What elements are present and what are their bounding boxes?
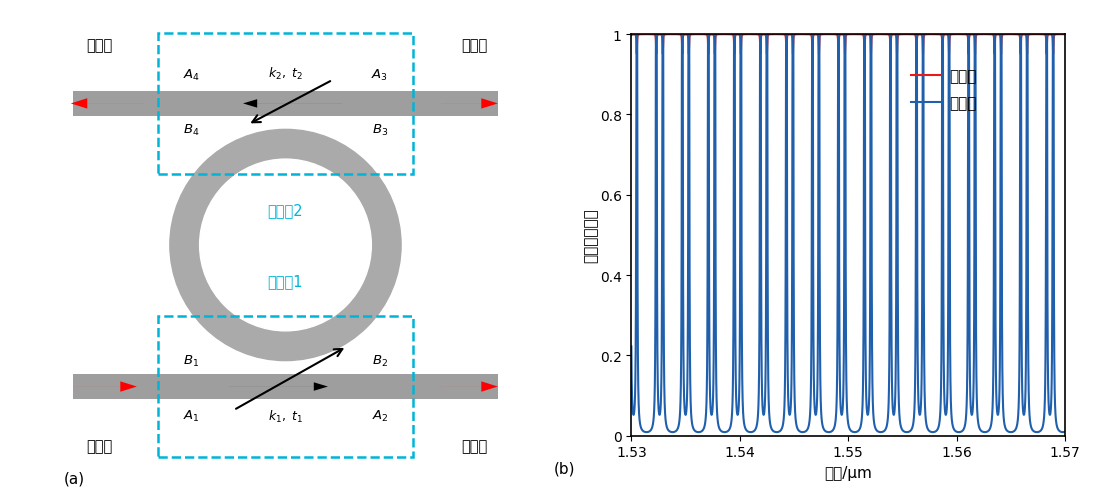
直通端 [732,33,746,39]
下载端 [1030,429,1043,435]
Text: 下载端: 下载端 [86,38,112,53]
下载端 [1058,429,1072,435]
Text: $B_3$: $B_3$ [372,123,388,138]
直通端 [625,33,638,39]
下载端 [935,194,949,200]
FancyArrow shape [243,100,343,108]
下载端 [1056,429,1069,435]
Legend: 直通端, 下载端: 直通端, 下载端 [905,63,983,117]
直通端 [1030,32,1043,38]
直通端 [1058,32,1072,38]
直通端 [830,33,843,39]
Text: 直通端: 直通端 [461,438,488,453]
Text: (b): (b) [553,461,574,476]
FancyArrow shape [74,382,137,392]
Text: 耦合区1: 耦合区1 [268,274,303,288]
Text: $B_4$: $B_4$ [183,123,200,138]
Text: $A_1$: $A_1$ [182,408,200,423]
Text: $B_2$: $B_2$ [372,353,388,368]
下载端 [887,412,900,418]
FancyArrow shape [441,99,497,109]
直通端 [904,32,917,38]
Bar [74,92,497,116]
Text: $A_2$: $A_2$ [371,408,389,423]
Bar [158,316,413,457]
Text: $A_3$: $A_3$ [371,68,389,83]
下载端 [904,428,917,434]
Text: 上传端: 上传端 [461,38,488,53]
下载端 [830,403,843,409]
Text: $A_4$: $A_4$ [182,68,200,83]
Text: (a): (a) [64,471,85,485]
直通端 [887,33,900,39]
FancyArrow shape [70,99,144,109]
Circle shape [170,130,401,361]
X-axis label: 波长/μm: 波长/μm [825,465,872,480]
直通端 [935,35,949,41]
下载端 [625,344,638,350]
Text: $k_1,\ t_1$: $k_1,\ t_1$ [268,408,303,424]
Text: $k_2,\ t_2$: $k_2,\ t_2$ [268,66,303,82]
FancyArrow shape [228,383,328,391]
直通端 [630,52,643,58]
Text: 耦合区2: 耦合区2 [268,203,303,217]
下载端 [732,376,746,382]
Line: 下载端: 下载端 [631,35,1065,432]
Text: 输入端: 输入端 [86,438,112,453]
Y-axis label: 归一化传输谱: 归一化传输谱 [583,208,598,263]
Line: 直通端: 直通端 [631,35,1065,55]
Circle shape [200,160,371,331]
Bar [158,34,413,175]
Bar [74,375,497,399]
下载端 [630,32,643,38]
直通端 [1056,32,1069,38]
Text: $B_1$: $B_1$ [183,353,199,368]
FancyArrow shape [441,382,497,392]
